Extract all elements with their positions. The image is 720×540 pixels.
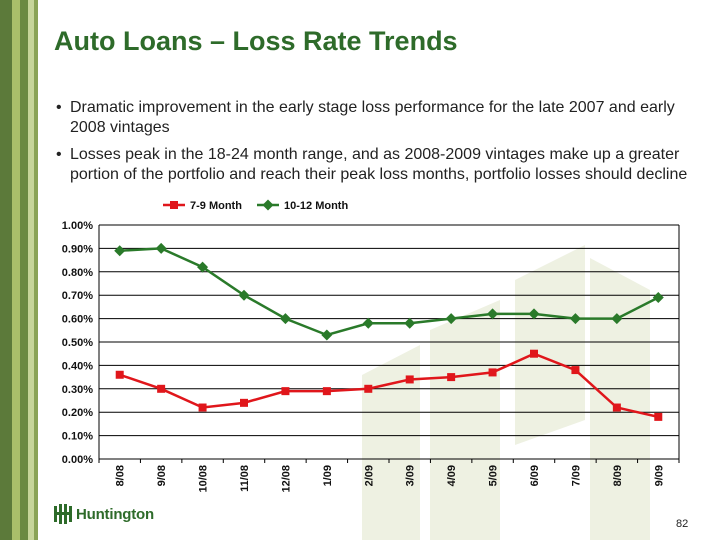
x-tick-label: 7/09 xyxy=(570,465,582,486)
data-point xyxy=(445,313,457,325)
y-tick-label: 0.20% xyxy=(62,407,93,419)
data-point xyxy=(198,403,207,412)
x-tick-label: 1/09 xyxy=(322,465,334,486)
data-point xyxy=(487,308,499,320)
data-point xyxy=(279,313,291,325)
data-point xyxy=(488,368,497,377)
bullet-text: Dramatic improvement in the early stage … xyxy=(70,99,675,136)
data-point xyxy=(652,292,664,304)
data-point xyxy=(612,403,621,412)
y-tick-label: 0.30% xyxy=(62,384,93,396)
bullet-item: • Dramatic improvement in the early stag… xyxy=(56,98,696,138)
data-point xyxy=(530,349,538,358)
y-tick-label: 0.90% xyxy=(62,243,93,255)
decor-stripe xyxy=(34,0,38,540)
legend-marker xyxy=(170,201,178,209)
page-number: 82 xyxy=(676,518,689,530)
data-point xyxy=(405,375,414,384)
y-tick-label: 1.00% xyxy=(62,220,93,232)
x-tick-label: 4/09 xyxy=(446,465,458,486)
data-point xyxy=(569,313,581,325)
y-tick-label: 0.40% xyxy=(62,360,93,372)
decor-stripe xyxy=(20,0,28,540)
x-tick-label: 10/08 xyxy=(198,465,210,493)
x-tick-label: 6/09 xyxy=(529,465,541,486)
bullet-text: Losses peak in the 18-24 month range, an… xyxy=(70,146,688,183)
decor-stripe xyxy=(12,0,20,540)
series-line xyxy=(119,247,659,337)
data-point xyxy=(571,366,580,375)
x-tick-label: 8/08 xyxy=(115,465,127,486)
x-tick-label: 9/09 xyxy=(653,465,665,486)
x-tick-label: 11/08 xyxy=(239,465,251,492)
data-point xyxy=(197,261,209,273)
bullet-dot: • xyxy=(56,146,62,163)
huntington-logo: Huntington xyxy=(54,504,154,524)
bullet-list: • Dramatic improvement in the early stag… xyxy=(56,98,696,192)
data-point xyxy=(157,384,166,393)
data-point xyxy=(321,329,333,341)
data-point xyxy=(155,242,167,254)
data-point xyxy=(362,317,374,329)
y-tick-label: 0.80% xyxy=(62,267,93,279)
data-point xyxy=(238,289,250,301)
x-tick-label: 9/08 xyxy=(156,465,168,486)
data-point xyxy=(115,370,124,379)
legend-label: 7-9 Month xyxy=(190,200,242,212)
legend-marker xyxy=(262,199,274,211)
x-tick-label: 8/09 xyxy=(612,465,624,486)
legend-label: 10-12 Month xyxy=(284,200,348,212)
data-point xyxy=(364,384,373,393)
x-tick-label: 5/09 xyxy=(488,465,500,486)
bullet-dot: • xyxy=(56,99,62,116)
y-tick-label: 0.10% xyxy=(62,431,93,443)
x-tick-label: 3/09 xyxy=(405,465,417,486)
page-title: Auto Loans – Loss Rate Trends xyxy=(54,26,458,56)
data-point xyxy=(447,373,456,382)
data-point xyxy=(611,313,623,325)
data-point xyxy=(404,317,416,329)
decor-stripe xyxy=(0,0,12,540)
data-point xyxy=(114,245,126,257)
data-point xyxy=(654,412,663,421)
data-point xyxy=(528,308,540,320)
y-tick-label: 0.60% xyxy=(62,314,93,326)
bullet-item: • Losses peak in the 18-24 month range, … xyxy=(56,145,696,185)
huntington-logo-icon xyxy=(54,504,72,524)
logo-text: Huntington xyxy=(76,505,154,523)
y-tick-label: 0.50% xyxy=(62,337,93,349)
y-tick-label: 0.00% xyxy=(62,454,93,466)
x-tick-label: 2/09 xyxy=(363,465,375,486)
data-point xyxy=(240,398,248,407)
series-line xyxy=(119,352,659,419)
data-point xyxy=(322,387,331,396)
data-point xyxy=(281,387,290,396)
decor-stripe xyxy=(28,0,34,540)
y-tick-label: 0.70% xyxy=(62,290,93,302)
x-tick-label: 12/08 xyxy=(280,465,292,493)
